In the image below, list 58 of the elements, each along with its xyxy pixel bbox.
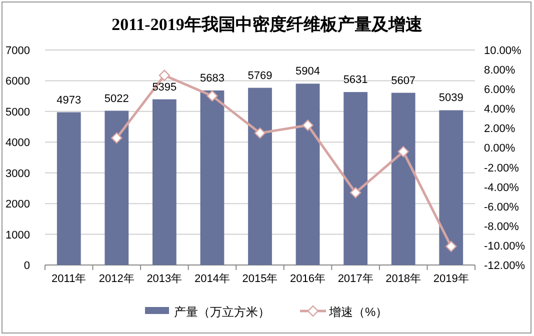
y-tick-label: 4000	[6, 137, 30, 150]
y-tick-label: 5000	[6, 106, 30, 118]
bar	[439, 110, 464, 265]
y-tick-label: 1000	[6, 229, 30, 242]
point	[350, 187, 362, 198]
y-tick-label: 3000	[6, 168, 30, 180]
x-tick-label: 2015年	[242, 273, 278, 285]
y-tick-label: 0	[24, 260, 30, 272]
y-tick-label: 7000	[6, 45, 30, 57]
data-label: 5683	[200, 72, 224, 84]
point	[158, 70, 170, 82]
y2-tick-label: -12.00%	[484, 260, 526, 272]
data-label: 4973	[56, 94, 82, 106]
x-tick-label: 2013年	[146, 273, 182, 285]
legend-label: 产量（万立方米）	[174, 305, 270, 319]
data-label: 5395	[152, 81, 177, 94]
x-tick-label: 2019年	[433, 273, 469, 285]
chart-title: 2011-2019年我国中密度纤维板产量及增速	[112, 15, 422, 34]
x-tick-label: 2016年	[290, 273, 326, 285]
x-tick-label: 2014年	[194, 273, 230, 285]
bar	[56, 112, 81, 265]
y2-tick-label: -2.00%	[484, 162, 520, 174]
data-label: 5022	[104, 92, 129, 105]
y2-tick-label: 10.00%	[484, 45, 522, 57]
y2-tick-label: 0.00%	[484, 142, 516, 155]
y2-tick-label: 8.00%	[484, 64, 516, 77]
x-tick-label: 2017年	[338, 273, 374, 285]
y2-tick-label: 2.00%	[484, 123, 516, 136]
legend-label: 增速（%）	[328, 305, 388, 319]
data-label: 5607	[391, 74, 416, 87]
bar	[152, 99, 176, 265]
y-tick-label: 2000	[6, 198, 30, 211]
data-label: 5039	[438, 92, 464, 104]
y-tick-label: 6000	[6, 76, 30, 88]
point	[206, 90, 218, 102]
y2-tick-label: -4.00%	[484, 182, 520, 194]
bar	[104, 110, 129, 265]
y2-tick-label: 4.00%	[484, 104, 516, 116]
point	[302, 120, 314, 131]
y2-tick-label: -8.00%	[484, 220, 520, 233]
bar	[248, 88, 272, 265]
bar	[296, 84, 320, 265]
point	[398, 146, 409, 158]
bar	[200, 90, 224, 265]
bar	[391, 92, 416, 265]
x-tick-label: 2012年	[98, 273, 134, 285]
data-label: 5631	[343, 74, 368, 86]
x-tick-label: 2018年	[386, 273, 422, 285]
data-label: 5769	[248, 70, 272, 82]
point	[254, 127, 266, 139]
y2-tick-label: -6.00%	[484, 201, 520, 214]
point	[446, 240, 457, 252]
y2-tick-label: -10.00%	[484, 240, 526, 252]
bar	[344, 92, 368, 265]
x-tick-label: 2011年	[52, 273, 86, 285]
data-label: 5904	[296, 66, 320, 78]
point	[111, 132, 122, 144]
y2-tick-label: 6.00%	[484, 84, 516, 96]
